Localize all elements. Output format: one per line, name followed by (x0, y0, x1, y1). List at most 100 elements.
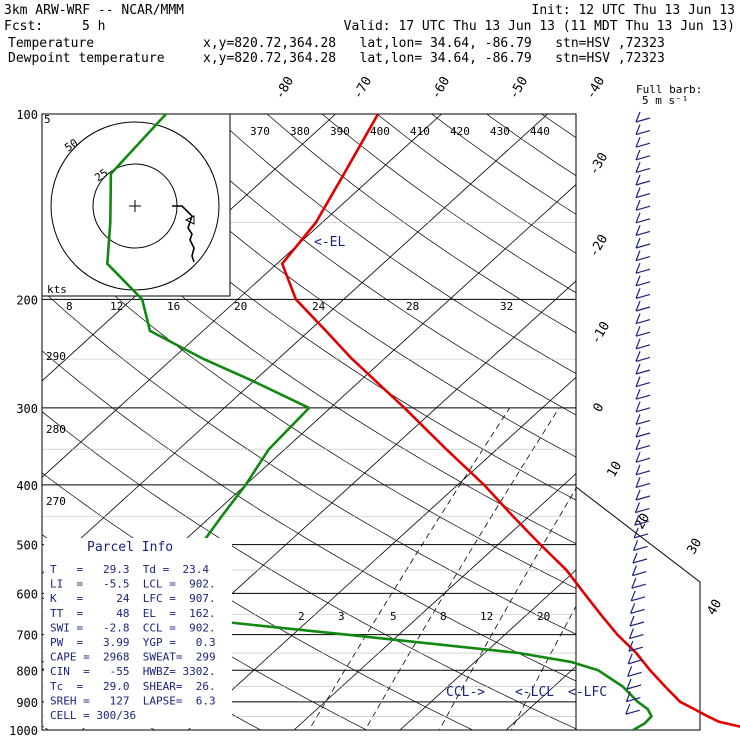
temperature-tick-label: -10 (588, 319, 613, 347)
mixing-ratio-label: 32 (500, 300, 513, 313)
wind-barb-staff (635, 230, 651, 236)
pressure-tick-label: 600 (16, 587, 38, 601)
wind-barb-staff (626, 684, 642, 690)
wind-barb-flag (635, 300, 641, 312)
wind-barb-staff (631, 583, 646, 589)
parcel-info-row: LI = -5.5 LCL = 902. (50, 578, 216, 591)
wind-barb-flag (629, 615, 635, 627)
temperature-tick-label: -50 (506, 74, 531, 102)
dry-adiabat (321, 114, 576, 294)
pressure-tick-label: 900 (16, 696, 38, 710)
mixing-ratio-label: 5 (390, 610, 397, 623)
wind-barb-staff (632, 571, 647, 577)
wind-barb-flag (634, 502, 640, 513)
hodograph-frame (41, 113, 231, 297)
lcl-annotation: <-LCL (515, 685, 554, 700)
parcel-info-row: T = 29.3 Td = 23.4 (50, 563, 209, 576)
wind-barb-flag (635, 401, 641, 413)
parcel-info-row: SREH = 127 LAPSE= 6.3 (50, 694, 216, 707)
hodograph-units-label: kts (47, 283, 67, 296)
plot-extension-frame (575, 486, 701, 731)
wind-barb-staff (635, 193, 651, 199)
hodograph-ring-50 (50, 121, 220, 291)
wind-barb-staff (635, 142, 651, 148)
parcel-info-title: Parcel Info (87, 540, 173, 555)
temperature-profile (280, 113, 740, 728)
mixing-ratio-label: 8 (66, 300, 73, 313)
temperature-tick-label: -20 (586, 232, 611, 260)
dewpoint-legend-info: x,y=820.72,364.28 lat,lon= 34.64, -86.79… (203, 51, 665, 66)
wind-barb-staff (635, 470, 651, 476)
wind-barb-flag (635, 351, 641, 362)
wind-barb-staff (635, 167, 651, 173)
adiabat-label: 270 (46, 495, 66, 508)
wind-barb-staff (635, 218, 651, 224)
wind-barb-staff (635, 268, 651, 274)
dry-adiabat (42, 411, 576, 730)
mixing-ratio-line (510, 605, 576, 730)
ccl-annotation-label: CCL (446, 685, 470, 700)
wind-barb-flag (635, 136, 641, 148)
isotherm-line (0, 114, 18, 730)
hodograph-marker (184, 215, 195, 225)
pressure-tick-label: 100 (16, 108, 38, 122)
mixing-ratio-label: 3 (338, 610, 345, 623)
plot-frame (41, 113, 577, 731)
model-line: 3km ARW-WRF -- NCAR/MMM (4, 3, 184, 18)
wind-barb-staff (635, 117, 651, 123)
mixing-ratio-label: 28 (406, 300, 419, 313)
wind-barb-flag (635, 275, 641, 287)
wind-barb-flag (634, 514, 640, 526)
parcel-info-row: CELL = 300/36 (50, 709, 136, 722)
wind-barb-flag (635, 338, 641, 350)
wind-barb-flag (628, 628, 634, 639)
wind-barb-flag (635, 363, 641, 375)
isotherm-line (505, 665, 576, 730)
wind-barb-flag (631, 577, 637, 589)
wind-barb-flag (635, 149, 641, 161)
pressure-tick-label: 400 (16, 479, 38, 493)
wind-barb-flag (625, 691, 631, 702)
mixing-ratio-line (715, 408, 740, 740)
pressure-tick-label: 200 (16, 293, 38, 307)
lfc-annotation: <-LFC (568, 685, 607, 700)
parcel-info-row: CAPE = 2968 SWEAT= 299 (50, 651, 216, 664)
theta-e-label: 440 (530, 125, 550, 138)
hodograph-ring-label-5: 5 (44, 113, 51, 126)
wind-barb-staff (635, 495, 651, 501)
temperature-tick-label: -70 (350, 74, 375, 102)
mixing-ratio-line (438, 487, 576, 730)
el-annotation: <-EL (314, 235, 345, 250)
dry-adiabat (157, 114, 576, 416)
wind-barb-staff (626, 697, 641, 703)
init-line: Init: 12 UTC Thu 13 Jun 13 (532, 3, 736, 18)
wind-barb-flag (635, 174, 641, 186)
hodograph-ring-label-50: 50 (62, 136, 80, 154)
wind-barb-flag (635, 451, 641, 463)
isotherm-line (718, 114, 740, 730)
wind-barb-flag (635, 237, 641, 249)
wind-barb-flag (635, 477, 641, 488)
wind-barb-flag (635, 262, 641, 274)
wind-barb-staff (635, 382, 651, 388)
adiabat-label: 280 (46, 423, 66, 436)
pressure-tick-label: 500 (16, 539, 38, 553)
wind-barb-flag (627, 653, 633, 665)
parcel-info-background (44, 538, 232, 728)
temperature-tick-label: 30 (684, 536, 705, 557)
theta-e-label: 430 (490, 125, 510, 138)
wind-barb-flag (635, 187, 641, 198)
mixing-ratio-label: 16 (167, 300, 180, 313)
dry-adiabat (651, 114, 740, 740)
wind-barb-staff (627, 671, 642, 677)
parcel-info-row: SWI = -2.8 CCL = 902. (50, 621, 216, 634)
theta-e-label: 420 (450, 125, 470, 138)
annotations: <-EL CCL-> <-LCL <-LFC (314, 235, 607, 700)
parcel-info-row: TT = 48 EL = 162. (50, 607, 216, 620)
wind-barb-flag (633, 527, 639, 539)
wind-barb-flag (635, 426, 641, 438)
theta-e-label: 370 (250, 125, 270, 138)
isobar-grid: 100 200 300 400 500 600 700 800 900 1000 (9, 108, 576, 738)
dry-adiabat (541, 114, 576, 139)
wind-barb-flag (635, 388, 641, 400)
